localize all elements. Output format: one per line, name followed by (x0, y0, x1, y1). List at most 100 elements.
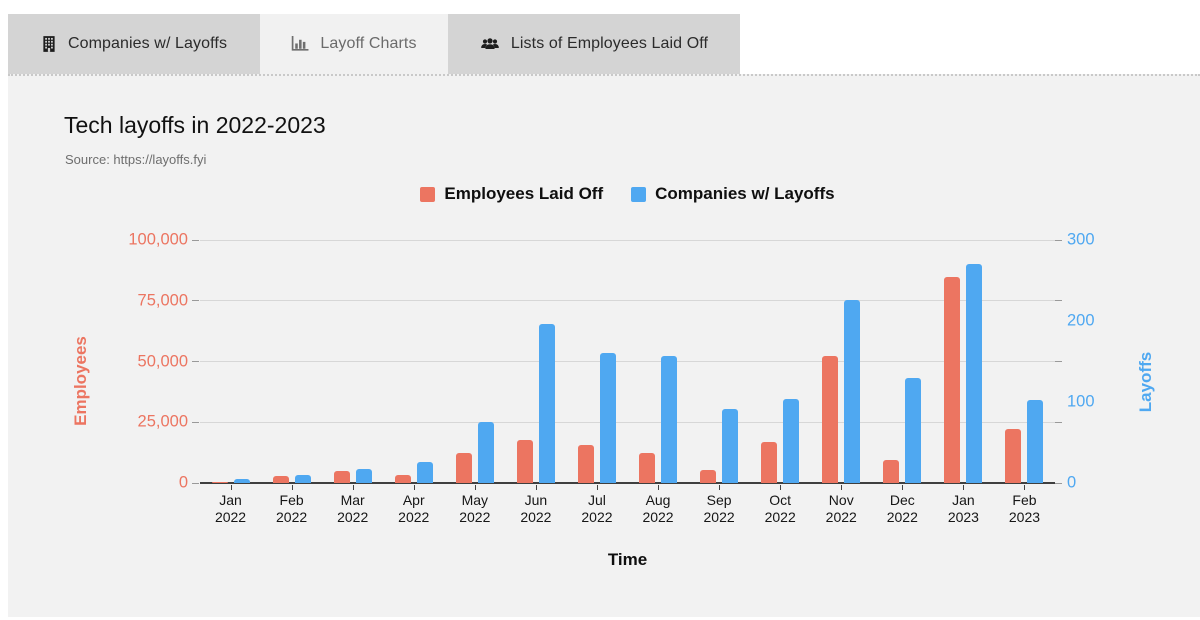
bar-companies (538, 324, 555, 483)
x-axis-title: Time (607, 550, 648, 569)
y-tick-mark-left (192, 482, 199, 484)
x-tick-mark (535, 485, 537, 490)
chart-panel: Tech layoffs in 2022-2023 Source: https:… (8, 74, 1200, 617)
tab-companies-w-layoffs[interactable]: Companies w/ Layoffs (8, 14, 260, 74)
x-tick-mark (780, 485, 782, 490)
y-tick-mark-right (1055, 361, 1062, 362)
x-tick-mark (474, 485, 476, 490)
y-tick-label-left: 75,000 (137, 291, 188, 310)
bar-employees (333, 470, 350, 483)
legend-label: Employees Laid Off (444, 184, 604, 203)
x-tick-mark (1024, 485, 1026, 490)
gridline (200, 300, 1055, 302)
x-tick-mark (719, 485, 721, 490)
chart-title: Tech layoffs in 2022-2023 (64, 112, 326, 138)
x-tick-label: Jan 2023 (947, 492, 979, 526)
bar-employees (1005, 428, 1022, 483)
x-tick-label: Jun 2022 (520, 492, 552, 526)
x-tick-label: Feb 2022 (276, 492, 308, 526)
y-tick-mark-left (192, 421, 199, 423)
y-axis-title-employees: Employees (70, 336, 90, 426)
bar-employees (394, 474, 411, 483)
bar-companies (1027, 399, 1044, 483)
x-tick-mark (902, 485, 904, 490)
x-tick-mark (963, 485, 965, 490)
y-tick-label-right: 200 (1067, 311, 1095, 330)
x-axis-line (200, 482, 1055, 484)
y-tick-label-left: 25,000 (137, 412, 188, 431)
x-tick-mark (413, 485, 415, 490)
legend-swatch-companies (631, 186, 647, 202)
bar-employees (577, 444, 594, 483)
y-tick-label-right: 100 (1067, 392, 1095, 411)
bar-companies (599, 353, 616, 483)
y-tick-mark-right (1055, 300, 1062, 302)
bar-companies (905, 377, 922, 483)
tab-label: Lists of Employees Laid Off (510, 35, 709, 52)
bar-companies (966, 264, 983, 483)
y-tick-label-left: 100,000 (128, 230, 188, 249)
x-tick-mark (230, 485, 232, 490)
bar-companies (661, 355, 678, 483)
bar-employees (700, 470, 717, 483)
bar-employees (761, 442, 778, 483)
tab-label: Companies w/ Layoffs (67, 35, 228, 52)
legend-item-companies[interactable]: Companies w/ Layoffs (631, 184, 835, 204)
y-tick-mark-left (192, 300, 199, 302)
legend-label: Companies w/ Layoffs (655, 184, 835, 203)
building-icon (41, 35, 57, 53)
bar-employees (883, 460, 900, 483)
bar-employees (272, 475, 289, 483)
x-tick-label: Dec 2022 (886, 492, 918, 526)
tab-label: Layoff Charts (320, 35, 417, 52)
legend-item-employees[interactable]: Employees Laid Off (420, 184, 603, 204)
y-tick-mark-right (1055, 421, 1062, 423)
bar-employees (944, 277, 961, 483)
y-tick-mark-right (1055, 239, 1062, 241)
x-tick-mark (352, 485, 354, 490)
bar-chart-icon (291, 36, 309, 52)
y-tick-mark-left (192, 239, 199, 241)
x-tick-label: Feb 2023 (1008, 492, 1041, 526)
bar-companies (477, 422, 494, 483)
x-tick-label: Mar 2022 (337, 492, 369, 526)
bar-employees (822, 355, 839, 483)
bar-employees (516, 440, 533, 483)
x-tick-label: Jul 2022 (581, 492, 613, 526)
chart-legend: Employees Laid Off Companies w/ Layoffs (200, 184, 1055, 204)
bar-companies (722, 409, 739, 483)
gridline (200, 239, 1055, 241)
tab-layoff-charts[interactable]: Layoff Charts (260, 14, 448, 74)
y-axis-title-layoffs: Layoffs (1136, 351, 1156, 413)
y-tick-label-right: 0 (1067, 473, 1077, 492)
gridline (200, 421, 1055, 423)
legend-swatch-employees (420, 186, 436, 202)
bar-employees (639, 452, 656, 483)
y-tick-label-left: 0 (178, 473, 188, 492)
bar-companies (844, 299, 861, 483)
bar-employees (455, 452, 472, 483)
bar-companies (783, 398, 800, 483)
y-tick-mark-left (192, 361, 199, 362)
x-tick-label: Oct 2022 (764, 492, 796, 526)
bar-companies (233, 478, 250, 483)
tab-lists-of-employees[interactable]: Lists of Employees Laid Off (448, 14, 740, 74)
y-tick-mark-right (1055, 482, 1062, 484)
x-tick-mark (658, 485, 660, 490)
x-tick-label: Apr 2022 (398, 492, 430, 526)
x-tick-label: Nov 2022 (825, 492, 857, 526)
x-tick-mark (291, 485, 293, 490)
x-tick-label: Jan 2022 (214, 492, 247, 526)
x-tick-label: Aug 2022 (642, 492, 674, 526)
x-tick-mark (841, 485, 843, 490)
tab-bar: Companies w/ Layoffs Layoff Charts Lists… (8, 14, 740, 74)
bar-companies (355, 469, 372, 483)
x-tick-mark (596, 485, 598, 490)
x-tick-label: Sep 2022 (703, 492, 735, 526)
y-tick-label-left: 50,000 (137, 352, 188, 370)
plot-area: 0 25,000 50,000 75,000 100,000 0 100 200 300 Jan 2… (128, 231, 1094, 526)
y-tick-label-right: 300 (1067, 230, 1095, 249)
gridline (200, 361, 1055, 362)
chart-source: Source: https://layoffs.fyi (65, 152, 207, 167)
bar-companies (294, 474, 311, 483)
